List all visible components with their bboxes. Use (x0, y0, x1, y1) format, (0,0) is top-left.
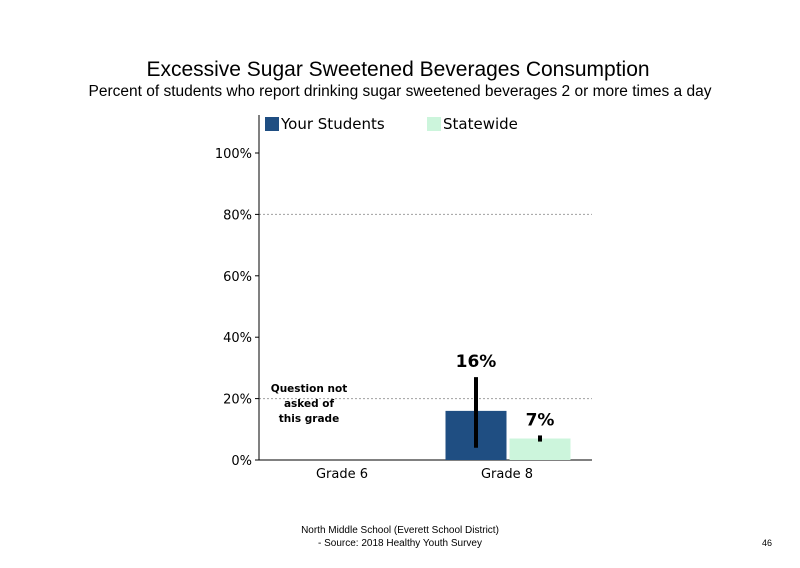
y-tick-label: 60% (223, 270, 252, 285)
chart-title: Excessive Sugar Sweetened Beverages Cons… (146, 58, 650, 81)
bar-statewide-grade-8 (509, 438, 571, 460)
x-tick-label: Grade 6 (316, 467, 368, 482)
legend-label-statewide: Statewide (443, 115, 518, 133)
y-tick-label: 80% (223, 208, 252, 223)
page-number: 46 (761, 538, 772, 548)
annotation-text: this grade (279, 413, 339, 425)
y-tick-label: 20% (223, 393, 252, 408)
x-tick-label: Grade 8 (481, 467, 533, 482)
data-label: 7% (526, 410, 555, 430)
legend-swatch-statewide (427, 117, 441, 131)
footer-source-line: - Source: 2018 Healthy Youth Survey (318, 538, 482, 549)
annotation-text: Question not (271, 383, 347, 395)
legend-label-your-students: Your Students (281, 115, 385, 133)
footer-source: North Middle School (Everett School Dist… (200, 524, 600, 550)
y-tick-label: 0% (231, 454, 252, 469)
y-tick-label: 100% (215, 147, 252, 162)
y-tick-label: 40% (223, 331, 252, 346)
data-label: 16% (456, 352, 497, 372)
annotation-text: asked of (284, 398, 335, 410)
legend-swatch-your-students (265, 117, 279, 131)
footer-school: North Middle School (Everett School Dist… (301, 525, 499, 536)
legend-item-your-students: Your Students (265, 115, 385, 133)
legend-item-statewide: Statewide (427, 115, 518, 133)
chart-subtitle: Percent of students who report drinking … (88, 83, 712, 100)
